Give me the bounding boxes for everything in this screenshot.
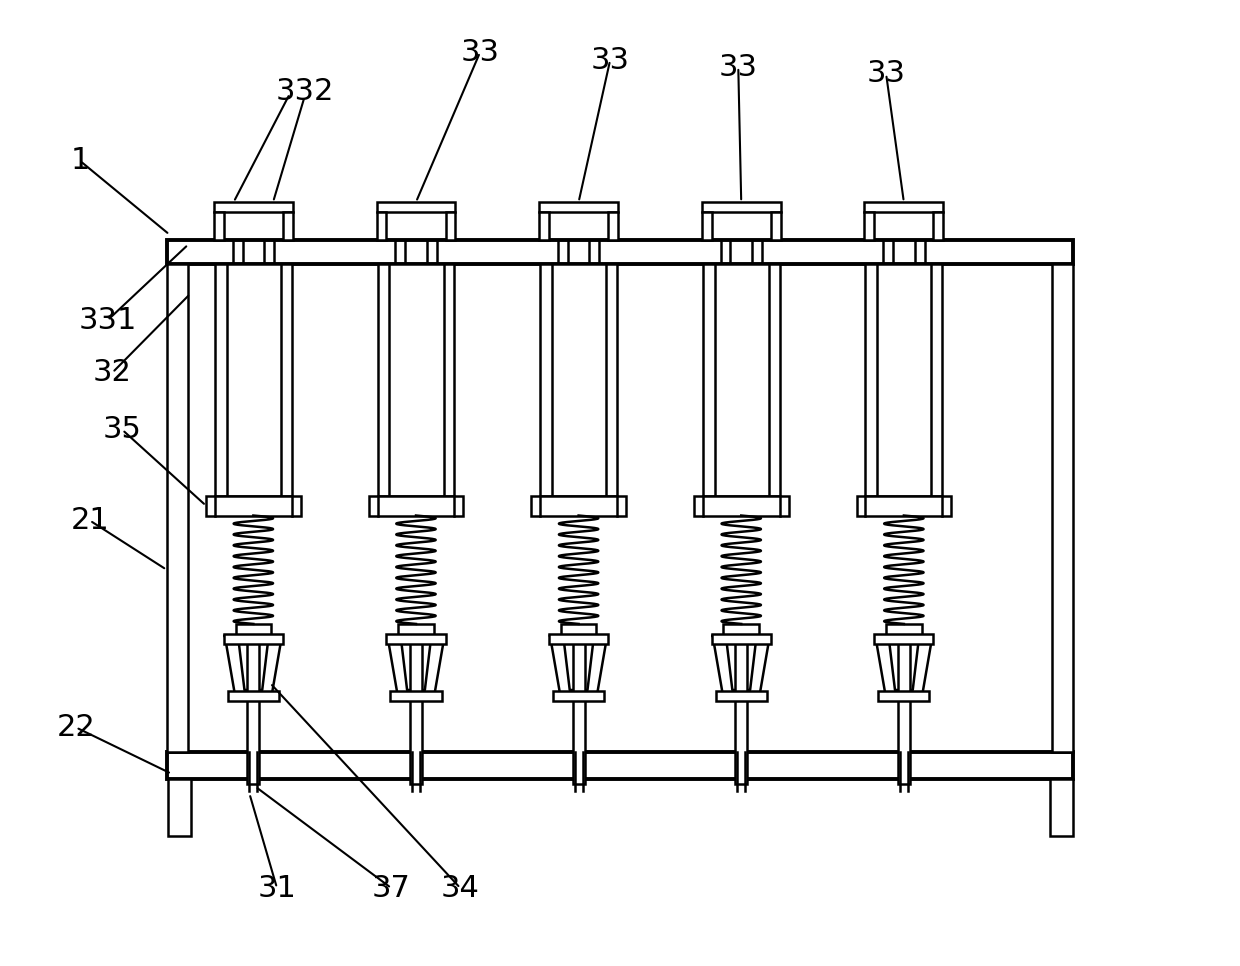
Polygon shape bbox=[387, 636, 445, 693]
Polygon shape bbox=[713, 636, 770, 693]
Polygon shape bbox=[551, 636, 608, 693]
Text: 22: 22 bbox=[57, 713, 95, 742]
Bar bbox=[608, 212, 618, 240]
Bar bbox=[539, 202, 618, 212]
Bar bbox=[215, 212, 223, 240]
Bar bbox=[445, 212, 455, 240]
Bar bbox=[377, 264, 454, 496]
Polygon shape bbox=[224, 636, 281, 693]
Text: 331: 331 bbox=[78, 306, 136, 335]
Bar bbox=[553, 691, 604, 700]
Bar bbox=[206, 496, 300, 516]
Text: 332: 332 bbox=[275, 77, 334, 106]
Bar bbox=[864, 212, 874, 240]
Bar bbox=[236, 624, 272, 636]
Bar bbox=[391, 691, 441, 700]
Bar bbox=[560, 624, 596, 636]
Bar bbox=[735, 636, 748, 783]
Bar bbox=[702, 202, 781, 212]
Text: 33: 33 bbox=[590, 45, 630, 74]
Bar bbox=[712, 634, 771, 643]
Polygon shape bbox=[875, 636, 932, 693]
Bar bbox=[874, 634, 934, 643]
Text: 1: 1 bbox=[71, 146, 89, 175]
Bar bbox=[898, 636, 910, 783]
Bar bbox=[228, 691, 279, 700]
Bar bbox=[223, 634, 283, 643]
Bar bbox=[702, 212, 712, 240]
Bar bbox=[166, 753, 1074, 779]
Text: 35: 35 bbox=[103, 415, 141, 444]
Bar bbox=[377, 202, 455, 212]
Bar bbox=[857, 496, 951, 516]
Polygon shape bbox=[727, 640, 756, 690]
Text: 32: 32 bbox=[93, 358, 131, 387]
Bar bbox=[715, 691, 766, 700]
Bar bbox=[1050, 779, 1074, 836]
Bar bbox=[539, 212, 549, 240]
Bar bbox=[866, 264, 942, 496]
Bar bbox=[215, 202, 293, 212]
Bar bbox=[531, 496, 626, 516]
Bar bbox=[387, 634, 445, 643]
Bar bbox=[215, 264, 291, 496]
Text: 37: 37 bbox=[372, 873, 410, 902]
Text: 33: 33 bbox=[719, 52, 758, 81]
Polygon shape bbox=[889, 640, 919, 690]
Bar bbox=[703, 264, 780, 496]
Text: 33: 33 bbox=[460, 38, 500, 67]
Bar bbox=[167, 779, 191, 836]
Bar bbox=[887, 624, 921, 636]
Bar bbox=[368, 496, 464, 516]
Polygon shape bbox=[402, 640, 430, 690]
Bar bbox=[549, 634, 608, 643]
Bar bbox=[878, 691, 930, 700]
Bar bbox=[377, 212, 387, 240]
Bar bbox=[934, 212, 944, 240]
Text: 33: 33 bbox=[867, 60, 905, 89]
Bar bbox=[573, 636, 584, 783]
Bar bbox=[723, 624, 759, 636]
Bar bbox=[166, 264, 188, 753]
Bar bbox=[694, 496, 789, 516]
Bar bbox=[398, 624, 434, 636]
Bar bbox=[541, 264, 618, 496]
Polygon shape bbox=[564, 640, 594, 690]
Bar bbox=[248, 636, 259, 783]
Text: 31: 31 bbox=[258, 873, 296, 902]
Bar bbox=[771, 212, 781, 240]
Bar bbox=[864, 202, 944, 212]
Text: 21: 21 bbox=[71, 506, 109, 535]
Text: 34: 34 bbox=[441, 873, 480, 902]
Bar bbox=[283, 212, 293, 240]
Bar bbox=[410, 636, 422, 783]
Bar bbox=[1052, 264, 1074, 753]
Polygon shape bbox=[238, 640, 268, 690]
Bar bbox=[166, 240, 1074, 264]
